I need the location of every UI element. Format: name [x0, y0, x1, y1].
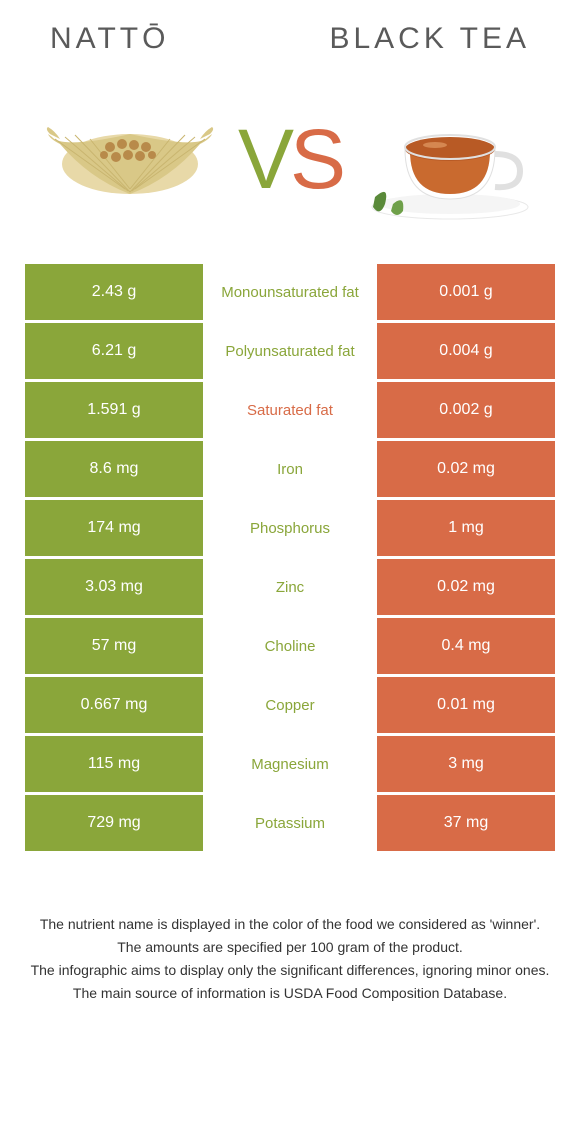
table-row: 729 mgPotassium37 mg	[25, 795, 555, 851]
table-row: 6.21 gPolyunsaturated fat0.004 g	[25, 323, 555, 379]
right-value: 0.002 g	[377, 382, 555, 438]
left-value: 115 mg	[25, 736, 203, 792]
left-value: 729 mg	[25, 795, 203, 851]
vs-s: S	[290, 117, 342, 201]
nutrient-name: Iron	[203, 441, 377, 497]
right-value: 0.02 mg	[377, 559, 555, 615]
table-row: 3.03 mgZinc0.02 mg	[25, 559, 555, 615]
nutrient-name: Phosphorus	[203, 500, 377, 556]
nutrient-name: Copper	[203, 677, 377, 733]
vs-v: V	[238, 117, 290, 201]
footer-line: The infographic aims to display only the…	[20, 960, 560, 981]
table-row: 174 mgPhosphorus1 mg	[25, 500, 555, 556]
tea-image	[350, 79, 550, 239]
table-row: 115 mgMagnesium3 mg	[25, 736, 555, 792]
right-value: 0.004 g	[377, 323, 555, 379]
table-row: 1.591 gSaturated fat0.002 g	[25, 382, 555, 438]
right-value: 0.001 g	[377, 264, 555, 320]
title-left: nattō	[50, 22, 169, 56]
footer-line: The main source of information is USDA F…	[20, 983, 560, 1004]
right-value: 1 mg	[377, 500, 555, 556]
footer-notes: The nutrient name is displayed in the co…	[0, 854, 580, 1004]
header: nattō black tea	[0, 0, 580, 64]
right-value: 0.02 mg	[377, 441, 555, 497]
nutrient-name: Choline	[203, 618, 377, 674]
table-row: 57 mgCholine0.4 mg	[25, 618, 555, 674]
natto-image	[30, 79, 230, 239]
table-row: 2.43 gMonounsaturated fat0.001 g	[25, 264, 555, 320]
table-row: 0.667 mgCopper0.01 mg	[25, 677, 555, 733]
right-value: 0.01 mg	[377, 677, 555, 733]
nutrient-name: Saturated fat	[203, 382, 377, 438]
table-row: 8.6 mgIron0.02 mg	[25, 441, 555, 497]
title-right: black tea	[329, 22, 530, 56]
nutrient-name: Monounsaturated fat	[203, 264, 377, 320]
nutrient-name: Polyunsaturated fat	[203, 323, 377, 379]
nutrient-name: Magnesium	[203, 736, 377, 792]
left-value: 6.21 g	[25, 323, 203, 379]
left-value: 0.667 mg	[25, 677, 203, 733]
left-value: 3.03 mg	[25, 559, 203, 615]
left-value: 174 mg	[25, 500, 203, 556]
left-value: 57 mg	[25, 618, 203, 674]
footer-line: The nutrient name is displayed in the co…	[20, 914, 560, 935]
left-value: 2.43 g	[25, 264, 203, 320]
nutrient-name: Potassium	[203, 795, 377, 851]
right-value: 3 mg	[377, 736, 555, 792]
right-value: 0.4 mg	[377, 618, 555, 674]
footer-line: The amounts are specified per 100 gram o…	[20, 937, 560, 958]
nutrient-name: Zinc	[203, 559, 377, 615]
vs-label: VS	[238, 117, 342, 201]
right-value: 37 mg	[377, 795, 555, 851]
comparison-table: 2.43 gMonounsaturated fat0.001 g6.21 gPo…	[0, 264, 580, 851]
hero-row: VS	[0, 64, 580, 264]
left-value: 8.6 mg	[25, 441, 203, 497]
left-value: 1.591 g	[25, 382, 203, 438]
